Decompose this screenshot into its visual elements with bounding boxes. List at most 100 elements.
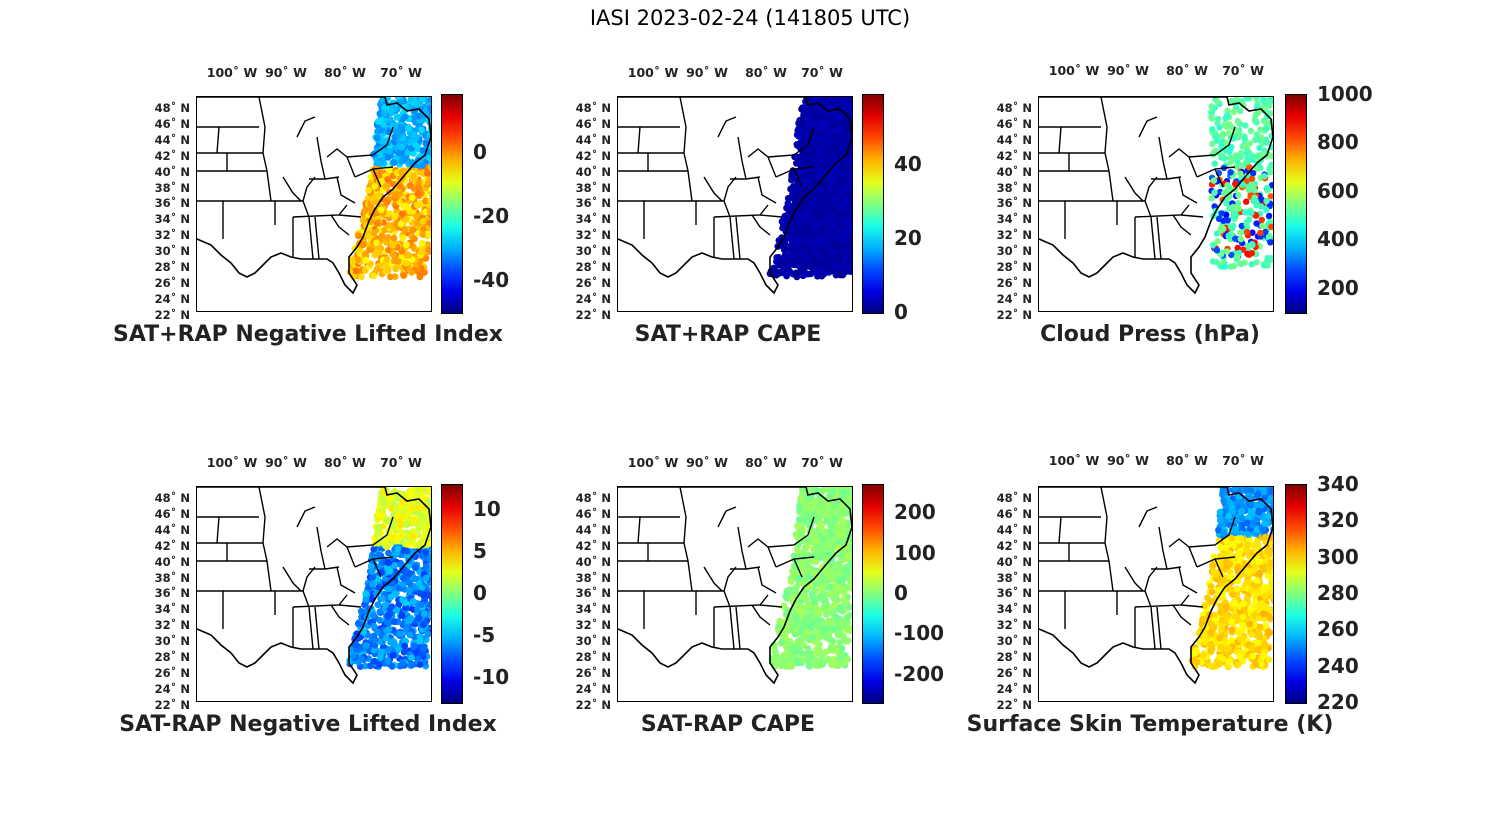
lon-tick-label: 80˚ W bbox=[324, 455, 366, 470]
data-point bbox=[823, 219, 831, 226]
data-point bbox=[400, 272, 407, 279]
data-point bbox=[800, 267, 808, 275]
data-point bbox=[814, 487, 822, 494]
data-point bbox=[1243, 228, 1251, 236]
state-border bbox=[1168, 148, 1198, 178]
data-point bbox=[407, 97, 415, 103]
lat-tick-label: 26˚ N bbox=[154, 275, 190, 290]
data-point bbox=[841, 165, 849, 173]
data-point bbox=[1253, 220, 1260, 227]
data-point bbox=[419, 493, 427, 500]
data-point bbox=[846, 224, 852, 232]
data-point bbox=[395, 149, 402, 157]
data-point bbox=[370, 612, 377, 619]
data-point bbox=[397, 561, 404, 568]
data-point bbox=[425, 246, 431, 254]
lon-tick-label: 90˚ W bbox=[686, 455, 728, 470]
lat-tick-label: 22˚ N bbox=[575, 307, 611, 322]
data-point bbox=[372, 636, 379, 644]
data-point bbox=[817, 254, 824, 262]
lat-tick-label: 44˚ N bbox=[996, 522, 1032, 537]
lat-tick-label: 28˚ N bbox=[575, 260, 611, 274]
data-point bbox=[415, 184, 423, 192]
state-border bbox=[258, 487, 272, 592]
lat-tick-label: 32˚ N bbox=[996, 618, 1032, 633]
data-point bbox=[1267, 239, 1273, 246]
data-point bbox=[354, 256, 362, 264]
data-point bbox=[367, 246, 375, 253]
data-point bbox=[380, 109, 388, 117]
state-border bbox=[735, 606, 741, 650]
data-point bbox=[384, 656, 392, 664]
data-point bbox=[1208, 103, 1215, 110]
data-point bbox=[401, 226, 409, 234]
map-svg bbox=[618, 487, 852, 685]
colorbar-tick-label: 0 bbox=[473, 139, 487, 164]
data-point bbox=[426, 208, 431, 216]
data-point bbox=[406, 103, 414, 111]
lon-tick-label: 100˚ W bbox=[206, 65, 258, 80]
data-point bbox=[794, 153, 801, 161]
data-point bbox=[829, 637, 837, 645]
data-point bbox=[398, 143, 406, 151]
data-point bbox=[1235, 550, 1243, 557]
state-border bbox=[336, 566, 356, 594]
data-point bbox=[415, 580, 423, 587]
data-point bbox=[814, 105, 821, 113]
data-point bbox=[1243, 97, 1250, 102]
data-point bbox=[407, 487, 415, 495]
data-point bbox=[367, 205, 375, 213]
data-point bbox=[829, 206, 837, 213]
data-point bbox=[1231, 210, 1239, 218]
data-point bbox=[813, 622, 821, 630]
lon-tick-label: 70˚ W bbox=[380, 455, 422, 470]
data-point bbox=[1231, 180, 1239, 188]
data-point bbox=[826, 515, 833, 522]
data-point bbox=[804, 115, 812, 123]
data-point bbox=[1209, 258, 1217, 265]
data-point bbox=[837, 621, 844, 628]
data-point bbox=[801, 172, 808, 180]
state-border bbox=[330, 604, 350, 626]
data-point bbox=[403, 521, 410, 529]
data-point bbox=[370, 657, 378, 665]
state-border bbox=[316, 136, 326, 180]
data-point bbox=[1234, 253, 1241, 260]
state-border bbox=[338, 604, 362, 608]
data-point bbox=[425, 219, 431, 227]
state-border bbox=[309, 566, 340, 570]
lat-tick-label: 40˚ N bbox=[575, 164, 611, 179]
data-point bbox=[390, 105, 398, 113]
data-point bbox=[786, 586, 793, 594]
state-border bbox=[326, 538, 356, 568]
data-point bbox=[1222, 198, 1230, 205]
state-border bbox=[679, 487, 693, 592]
lat-tick-label: 32˚ N bbox=[154, 228, 190, 243]
data-point bbox=[1223, 139, 1230, 147]
data-point bbox=[1230, 108, 1237, 116]
data-point bbox=[814, 272, 821, 280]
state-border bbox=[637, 126, 641, 154]
data-point bbox=[411, 235, 418, 243]
data-point bbox=[383, 255, 391, 263]
data-point bbox=[1228, 143, 1235, 151]
data-point bbox=[427, 105, 431, 112]
lon-tick-label: 80˚ W bbox=[1166, 453, 1208, 468]
lon-tick-label: 90˚ W bbox=[1107, 63, 1149, 78]
data-point bbox=[362, 590, 370, 597]
data-point bbox=[375, 551, 382, 559]
data-point bbox=[818, 659, 825, 666]
data-point bbox=[808, 191, 816, 198]
data-point bbox=[796, 504, 803, 512]
data-point bbox=[401, 637, 409, 645]
data-point bbox=[841, 98, 849, 106]
state-border bbox=[1138, 116, 1158, 138]
data-point bbox=[784, 265, 792, 273]
data-point bbox=[1218, 251, 1225, 258]
lat-tick-label: 28˚ N bbox=[154, 650, 190, 664]
data-point bbox=[406, 587, 413, 594]
data-point bbox=[427, 554, 431, 561]
data-point bbox=[379, 137, 387, 145]
data-point bbox=[1253, 97, 1260, 102]
lat-tick-label: 26˚ N bbox=[996, 665, 1032, 680]
